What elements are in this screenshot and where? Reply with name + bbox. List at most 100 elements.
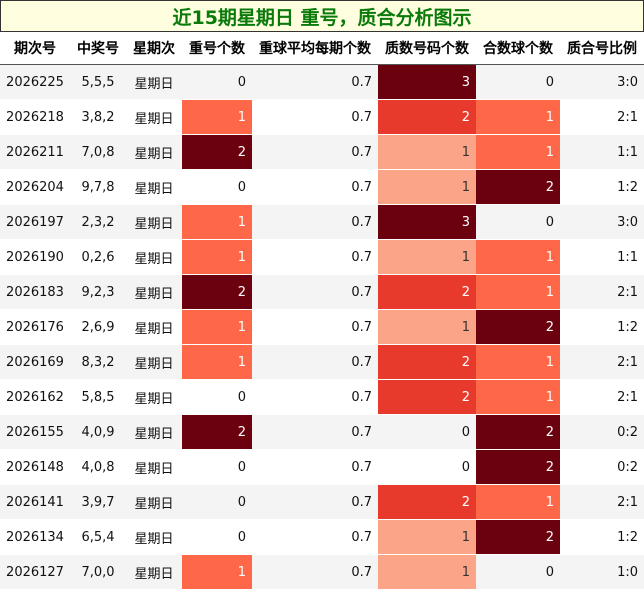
- draw-number-cell: 2,6,9: [70, 309, 126, 345]
- prime-count-cell: 2: [378, 379, 476, 415]
- prime-composite-ratio-cell: 2:1: [560, 484, 644, 520]
- prime-composite-ratio-cell: 1:2: [560, 309, 644, 345]
- weekday-cell: 星期日: [126, 519, 182, 555]
- weekday-cell: 星期日: [126, 99, 182, 135]
- composite-count-cell: 0: [476, 64, 560, 100]
- avg-repeat-cell: 0.7: [252, 309, 378, 345]
- prime-composite-ratio-cell: 1:2: [560, 169, 644, 205]
- avg-repeat-cell: 0.7: [252, 519, 378, 555]
- weekday-cell: 星期日: [126, 554, 182, 590]
- table-row: 2026183 9,2,3 星期日 2 0.7 2 1 2:1: [0, 274, 644, 310]
- prime-count-cell: 0: [378, 414, 476, 450]
- header-prime: 质数号码个数: [378, 32, 476, 65]
- issue-cell: 2026155: [0, 414, 70, 450]
- draw-number-cell: 7,0,0: [70, 554, 126, 590]
- repeat-count-cell: 1: [182, 309, 252, 345]
- composite-count-cell: 1: [476, 134, 560, 170]
- composite-count-cell: 0: [476, 554, 560, 590]
- weekday-cell: 星期日: [126, 64, 182, 100]
- table-row: 2026162 5,8,5 星期日 0 0.7 2 1 2:1: [0, 379, 644, 415]
- repeat-count-cell: 0: [182, 519, 252, 555]
- composite-count-cell: 2: [476, 169, 560, 205]
- issue-cell: 2026148: [0, 449, 70, 485]
- repeat-count-cell: 1: [182, 554, 252, 590]
- issue-cell: 2026197: [0, 204, 70, 240]
- avg-repeat-cell: 0.7: [252, 64, 378, 100]
- prime-composite-ratio-cell: 2:1: [560, 344, 644, 380]
- weekday-cell: 星期日: [126, 169, 182, 205]
- prime-count-cell: 2: [378, 99, 476, 135]
- draw-number-cell: 6,5,4: [70, 519, 126, 555]
- prime-count-cell: 1: [378, 519, 476, 555]
- composite-count-cell: 0: [476, 204, 560, 240]
- prime-count-cell: 2: [378, 484, 476, 520]
- draw-number-cell: 3,9,7: [70, 484, 126, 520]
- repeat-count-cell: 1: [182, 99, 252, 135]
- issue-cell: 2026218: [0, 99, 70, 135]
- issue-cell: 2026211: [0, 134, 70, 170]
- repeat-count-cell: 0: [182, 169, 252, 205]
- header-draw: 中奖号: [70, 32, 126, 65]
- draw-number-cell: 3,8,2: [70, 99, 126, 135]
- draw-number-cell: 9,7,8: [70, 169, 126, 205]
- table-row: 2026134 6,5,4 星期日 0 0.7 1 2 1:2: [0, 519, 644, 555]
- repeat-count-cell: 0: [182, 379, 252, 415]
- repeat-count-cell: 1: [182, 204, 252, 240]
- repeat-count-cell: 0: [182, 449, 252, 485]
- table-row: 2026211 7,0,8 星期日 2 0.7 1 1 1:1: [0, 134, 644, 170]
- composite-count-cell: 1: [476, 99, 560, 135]
- composite-count-cell: 2: [476, 414, 560, 450]
- weekday-cell: 星期日: [126, 309, 182, 345]
- avg-repeat-cell: 0.7: [252, 99, 378, 135]
- avg-repeat-cell: 0.7: [252, 274, 378, 310]
- prime-composite-ratio-cell: 1:0: [560, 554, 644, 590]
- weekday-cell: 星期日: [126, 379, 182, 415]
- issue-cell: 2026183: [0, 274, 70, 310]
- prime-count-cell: 3: [378, 64, 476, 100]
- composite-count-cell: 2: [476, 449, 560, 485]
- prime-count-cell: 1: [378, 169, 476, 205]
- table-row: 2026127 7,0,0 星期日 1 0.7 1 0 1:0: [0, 554, 644, 590]
- header-composite: 合数球个数: [476, 32, 560, 65]
- header-repeat: 重号个数: [182, 32, 252, 65]
- issue-cell: 2026176: [0, 309, 70, 345]
- prime-count-cell: 1: [378, 239, 476, 275]
- weekday-cell: 星期日: [126, 134, 182, 170]
- prime-composite-ratio-cell: 2:1: [560, 99, 644, 135]
- repeat-count-cell: 2: [182, 414, 252, 450]
- repeat-count-cell: 2: [182, 274, 252, 310]
- avg-repeat-cell: 0.7: [252, 379, 378, 415]
- avg-repeat-cell: 0.7: [252, 344, 378, 380]
- draw-number-cell: 8,3,2: [70, 344, 126, 380]
- prime-count-cell: 2: [378, 274, 476, 310]
- header-ratio: 质合号比例: [560, 32, 644, 65]
- table-row: 2026197 2,3,2 星期日 1 0.7 3 0 3:0: [0, 204, 644, 240]
- avg-repeat-cell: 0.7: [252, 239, 378, 275]
- draw-number-cell: 2,3,2: [70, 204, 126, 240]
- table-row: 2026141 3,9,7 星期日 0 0.7 2 1 2:1: [0, 484, 644, 520]
- composite-count-cell: 1: [476, 274, 560, 310]
- table-row: 2026225 5,5,5 星期日 0 0.7 3 0 3:0: [0, 64, 644, 100]
- avg-repeat-cell: 0.7: [252, 169, 378, 205]
- table-row: 2026148 4,0,8 星期日 0 0.7 0 2 0:2: [0, 449, 644, 485]
- issue-cell: 2026190: [0, 239, 70, 275]
- composite-count-cell: 2: [476, 309, 560, 345]
- composite-count-cell: 1: [476, 484, 560, 520]
- repeat-count-cell: 0: [182, 484, 252, 520]
- draw-number-cell: 9,2,3: [70, 274, 126, 310]
- prime-composite-ratio-cell: 0:2: [560, 449, 644, 485]
- avg-repeat-cell: 0.7: [252, 134, 378, 170]
- draw-number-cell: 5,8,5: [70, 379, 126, 415]
- prime-count-cell: 2: [378, 344, 476, 380]
- composite-count-cell: 1: [476, 379, 560, 415]
- issue-cell: 2026141: [0, 484, 70, 520]
- avg-repeat-cell: 0.7: [252, 204, 378, 240]
- weekday-cell: 星期日: [126, 344, 182, 380]
- prime-composite-ratio-cell: 3:0: [560, 64, 644, 100]
- draw-number-cell: 4,0,9: [70, 414, 126, 450]
- weekday-cell: 星期日: [126, 449, 182, 485]
- repeat-count-cell: 1: [182, 344, 252, 380]
- table-row: 2026190 0,2,6 星期日 1 0.7 1 1 1:1: [0, 239, 644, 275]
- weekday-cell: 星期日: [126, 204, 182, 240]
- header-issue: 期次号: [0, 32, 70, 65]
